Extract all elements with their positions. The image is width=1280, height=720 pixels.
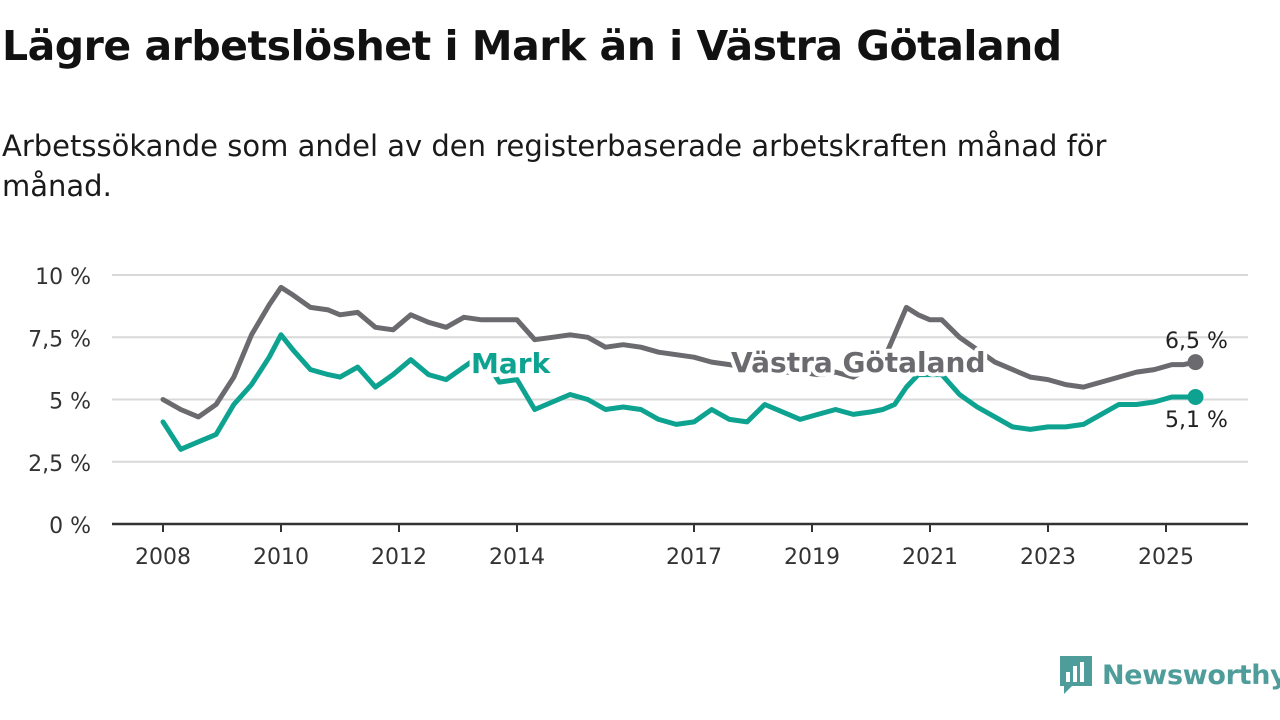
series-lines [160,284,1204,452]
y-tick-label: 7,5 % [28,327,91,352]
x-tick-label: 2019 [784,545,840,570]
x-axis: 2008 2010 2012 2014 2017 2019 2021 2023 2025 [112,522,1248,570]
x-tick-label: 2025 [1138,545,1194,570]
grid-lines [112,274,1248,463]
end-point-mark [1187,389,1204,406]
y-tick-label: 0 % [49,514,91,539]
end-value-label: 6,5 % [1165,329,1228,354]
x-tick-label: 2014 [489,545,545,570]
chart-title: Lägre arbetslöshet i Mark än i Västra Gö… [2,22,1062,70]
x-tick-label: 2012 [371,545,427,570]
x-tick-label: 2021 [902,545,958,570]
x-tick-label: 2017 [666,545,722,570]
newsworthy-logo-icon [1060,656,1092,694]
y-axis-tick-labels: 0 % 2,5 % 5 % 7,5 % 10 % [28,265,91,539]
brand-name: Newsworthy [1102,659,1280,691]
x-tick-label: 2023 [1020,545,1076,570]
series-line-mark [160,332,1198,452]
series-label-mark: Mark [471,347,552,380]
brand: Newsworthy [1058,654,1280,696]
x-tick-label: 2010 [253,545,309,570]
series-labels: 6,5 % 5,1 % Mark Västra Götaland [467,329,1228,433]
end-point-vastra-gotaland [1187,354,1204,371]
chart-subtitle: Arbetssökande som andel av den registerb… [2,129,1107,203]
end-value-label: 5,1 % [1165,408,1228,433]
series-label-vastra-gotaland: Västra Götaland [731,346,986,379]
series-line-vastra-gotaland [160,284,1198,420]
y-tick-label: 2,5 % [28,452,91,477]
y-tick-label: 5 % [49,390,91,415]
x-tick-label: 2008 [135,545,191,570]
y-tick-label: 10 % [35,265,91,290]
